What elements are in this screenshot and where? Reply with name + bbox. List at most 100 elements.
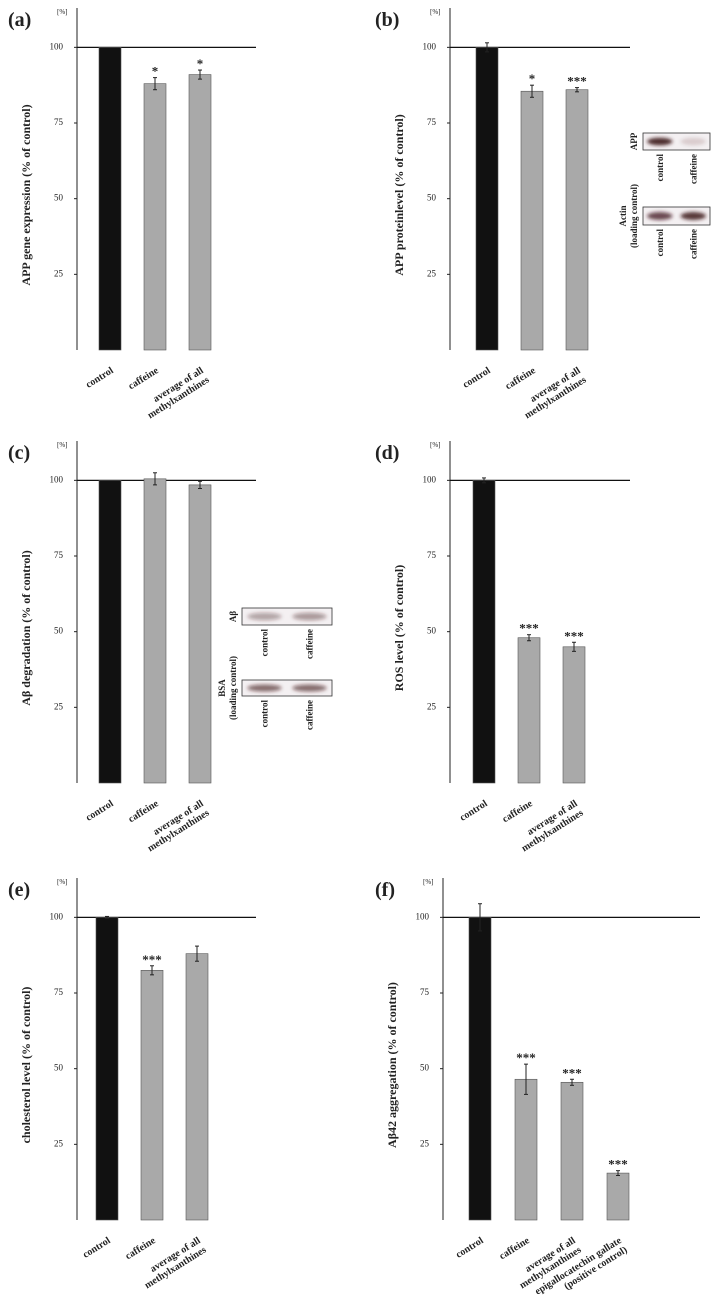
blot-frame <box>642 132 711 151</box>
blot-band <box>680 137 706 146</box>
significance: * <box>529 71 536 86</box>
bar <box>143 478 167 784</box>
bar <box>95 917 119 1221</box>
significance: *** <box>608 1157 628 1172</box>
blot-frame <box>241 607 333 626</box>
blot-band <box>292 684 327 692</box>
y-tick-label: 100 <box>50 911 64 921</box>
panel: (a) [%] APP gene expression (% of control)… <box>8 8 256 421</box>
blot-label: (loading control) <box>629 184 639 248</box>
bar <box>98 480 122 784</box>
bar <box>188 484 212 784</box>
y-tick-label: 75 <box>427 550 437 560</box>
x-tick-line: control <box>84 365 116 391</box>
y-axis-label: Aβ42 aggregation (% of control) <box>385 982 399 1148</box>
y-tick-label: 50 <box>54 626 64 636</box>
blot-lane-label: control <box>260 700 270 728</box>
panel-label: (c) <box>8 442 30 464</box>
blot-label: Aβ <box>228 611 238 622</box>
blot-label: BSA <box>217 679 227 697</box>
x-tick-label: control <box>84 365 116 391</box>
blot-lane-label: caffeine <box>688 154 698 184</box>
blot-label: APP <box>629 132 639 150</box>
blot-lane-label: caffeine <box>688 229 698 259</box>
panel-label: (f) <box>375 879 395 901</box>
y-tick-label: 75 <box>54 117 64 127</box>
panel-label: (b) <box>375 9 399 31</box>
y-axis-label: ROS level (% of control) <box>392 565 406 691</box>
significance: * <box>152 64 159 79</box>
unit-label: [%] <box>57 878 68 886</box>
x-tick-label: caffeine <box>497 1235 532 1262</box>
bar <box>140 970 164 1221</box>
x-tick-line: control <box>461 365 493 391</box>
y-tick-label: 100 <box>423 41 437 51</box>
y-tick-label: 50 <box>54 1063 64 1073</box>
bar <box>520 90 544 351</box>
x-tick-line: caffeine <box>497 1235 532 1262</box>
y-tick-label: 50 <box>420 1063 430 1073</box>
y-axis-label: APP proteinlevel (% of control) <box>392 114 406 276</box>
blot-band <box>647 212 673 220</box>
y-tick-label: 75 <box>420 987 430 997</box>
bar <box>606 1172 630 1221</box>
x-tick-label: caffeine <box>503 365 538 392</box>
y-tick-label: 25 <box>54 268 64 278</box>
blot-lane-label: control <box>655 229 665 257</box>
panel-label: (e) <box>8 879 30 901</box>
blot-band <box>247 684 282 692</box>
bar <box>185 953 209 1221</box>
bar <box>560 1081 584 1221</box>
significance: *** <box>567 74 587 89</box>
x-tick-label: caffeine <box>126 798 161 825</box>
y-axis-label: cholesterol level (% of control) <box>19 987 33 1144</box>
bar <box>514 1078 538 1221</box>
bar <box>562 646 586 784</box>
bar <box>468 917 492 1221</box>
significance: *** <box>516 1050 536 1065</box>
blot-band <box>680 212 706 220</box>
unit-label: [%] <box>423 878 434 886</box>
blot-band <box>247 612 282 621</box>
blot-lane-label: control <box>655 154 665 182</box>
bar <box>475 47 499 351</box>
blot-lane-label: caffeine <box>305 700 315 730</box>
bar <box>565 89 589 351</box>
bar <box>472 480 496 784</box>
unit-label: [%] <box>430 441 441 449</box>
y-tick-label: 75 <box>54 550 64 560</box>
unit-label: [%] <box>430 8 441 16</box>
x-tick-line: control <box>458 798 490 824</box>
y-tick-label: 50 <box>54 193 64 203</box>
x-tick-label: control <box>84 798 116 824</box>
significance: *** <box>562 1065 582 1080</box>
panel-label: (d) <box>375 442 399 464</box>
x-tick-line: control <box>81 1235 113 1261</box>
y-tick-label: 25 <box>427 268 437 278</box>
y-axis-label: APP gene expression (% of control) <box>19 104 33 285</box>
unit-label: [%] <box>57 8 68 16</box>
panel: (d) [%] ROS level (% of control) 25 50 75 100 c… <box>375 441 630 854</box>
y-tick-label: 100 <box>50 41 64 51</box>
x-tick-line: control <box>454 1235 486 1261</box>
bar <box>143 83 167 351</box>
y-axis-label: Aβ degradation (% of control) <box>19 550 33 705</box>
panel: (b) [%] APP proteinlevel (% of control) 25 5… <box>375 8 711 421</box>
x-tick-line: control <box>84 798 116 824</box>
blot-band <box>647 137 673 146</box>
y-tick-label: 50 <box>427 193 437 203</box>
y-tick-label: 75 <box>54 987 64 997</box>
blot-frame <box>241 679 333 697</box>
x-tick-label: caffeine <box>500 798 535 825</box>
x-tick-label: caffeine <box>123 1235 158 1262</box>
significance: *** <box>564 628 584 643</box>
x-tick-label: control <box>461 365 493 391</box>
x-tick-label: caffeine <box>126 365 161 392</box>
blot-lane-label: control <box>260 629 270 657</box>
blot-lane-label: caffeine <box>305 629 315 659</box>
y-tick-label: 25 <box>54 1138 64 1148</box>
x-tick-label: control <box>458 798 490 824</box>
x-tick-line: caffeine <box>503 365 538 392</box>
y-tick-label: 25 <box>420 1138 430 1148</box>
